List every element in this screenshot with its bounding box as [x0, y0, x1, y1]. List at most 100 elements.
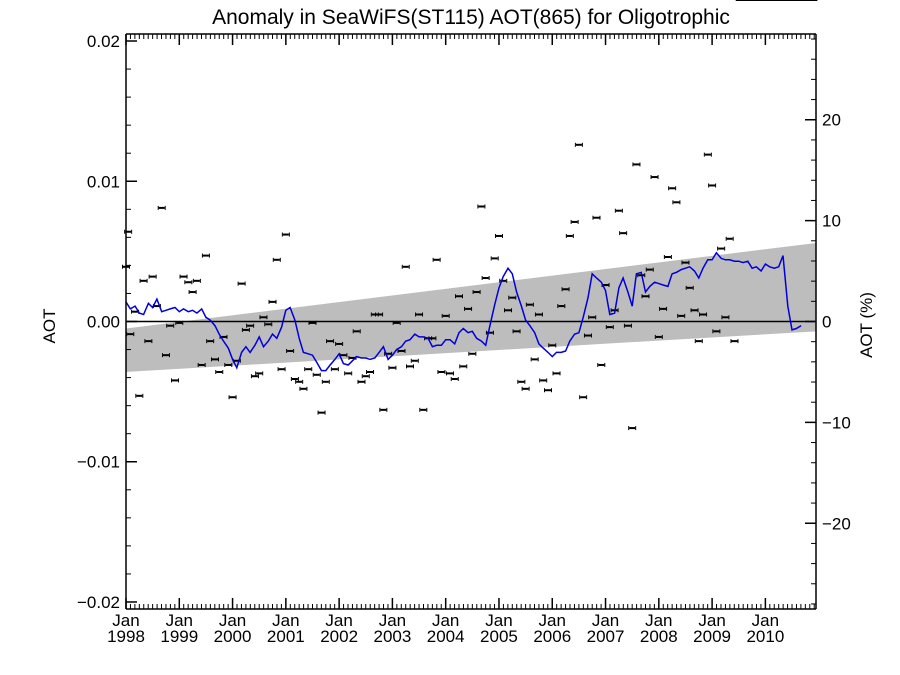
data-point [206, 339, 215, 344]
x-tick-year-label: 2003 [373, 627, 411, 646]
x-tick-year-label: 2001 [267, 627, 305, 646]
data-point [712, 329, 721, 334]
data-point [694, 339, 703, 344]
data-point [517, 379, 526, 384]
data-point [539, 378, 548, 383]
trend-line-layer [125, 251, 802, 372]
x-tick-month-label: Jan [539, 611, 566, 630]
data-points-layer [122, 0, 818, 431]
y2-tick-label: 10 [822, 212, 841, 231]
data-point [241, 327, 250, 332]
data-point [619, 231, 628, 236]
data-point [592, 215, 601, 220]
x-tick-year-label: 2009 [693, 627, 731, 646]
data-point [481, 276, 490, 281]
data-point [504, 308, 513, 313]
data-point [192, 278, 201, 283]
data-point [201, 253, 210, 258]
data-point [268, 299, 277, 304]
data-point [317, 410, 326, 415]
data-point [304, 367, 313, 372]
data-point [197, 362, 206, 367]
x-tick-year-label: 2005 [480, 627, 518, 646]
data-point [464, 306, 473, 311]
data-point [366, 369, 375, 374]
data-point [699, 312, 708, 317]
data-point [188, 290, 197, 295]
data-point [534, 312, 543, 317]
data-point [299, 386, 308, 391]
data-point [330, 367, 339, 372]
data-point [281, 232, 290, 237]
data-point [295, 379, 304, 384]
data-point [357, 379, 366, 384]
y-tick-label: 0.00 [87, 313, 120, 332]
x-tick-month-label: Jan [592, 611, 619, 630]
data-point [321, 379, 330, 384]
data-point [614, 208, 623, 213]
data-point [477, 204, 486, 209]
data-point [144, 339, 153, 344]
data-point [184, 280, 193, 285]
data-point [312, 372, 321, 377]
data-point [335, 341, 344, 346]
data-point [224, 362, 233, 367]
data-point [326, 339, 335, 344]
y2-axis-label: AOT (%) [857, 292, 876, 358]
x-tick-month-label: Jan [166, 611, 193, 630]
data-point [361, 374, 370, 379]
data-point [450, 377, 459, 381]
ticks-layer: −0.02−0.010.000.010.02−20−1001020Jan1998… [77, 32, 851, 646]
chart-title: Anomaly in SeaWiFS(ST115) AOT(865) for O… [212, 6, 730, 29]
data-point [561, 287, 570, 292]
data-point [494, 233, 503, 238]
x-tick-year-label: 2006 [533, 627, 571, 646]
data-point [668, 186, 677, 191]
data-point [171, 378, 180, 383]
anomaly-series-line [125, 251, 802, 372]
data-point [681, 260, 690, 265]
data-point [659, 306, 668, 311]
data-point [641, 294, 650, 299]
data-point [650, 175, 659, 180]
data-point [721, 315, 730, 320]
data-point [472, 290, 481, 295]
data-point [277, 367, 286, 372]
data-point [543, 388, 552, 393]
data-point [574, 142, 583, 147]
data-point [166, 323, 175, 328]
data-point [725, 236, 734, 241]
x-tick-month-label: Jan [325, 611, 352, 630]
data-point [415, 312, 424, 317]
data-point [632, 162, 641, 167]
data-point [672, 200, 681, 205]
data-point [308, 320, 317, 325]
data-point [246, 323, 255, 328]
data-point [717, 246, 726, 251]
data-point [490, 256, 499, 261]
x-tick-month-label: Jan [698, 611, 725, 630]
data-point [401, 264, 410, 269]
data-point [215, 369, 224, 374]
data-point [286, 348, 295, 353]
data-point [139, 278, 148, 283]
data-point [272, 257, 281, 262]
data-point [508, 295, 517, 300]
data-point [579, 395, 588, 400]
data-point [548, 343, 557, 348]
data-point [685, 285, 694, 290]
data-point [419, 407, 428, 412]
data-point [228, 395, 237, 400]
y2-tick-label: 0 [822, 313, 831, 332]
data-point [605, 325, 614, 330]
data-point [645, 267, 654, 272]
data-point [468, 351, 477, 356]
x-tick-year-label: 2008 [640, 627, 678, 646]
data-point [157, 205, 166, 210]
data-point [525, 302, 534, 307]
x-tick-month-label: Jan [485, 611, 512, 630]
data-point [530, 357, 539, 362]
data-point [441, 313, 450, 318]
data-point [264, 322, 273, 327]
